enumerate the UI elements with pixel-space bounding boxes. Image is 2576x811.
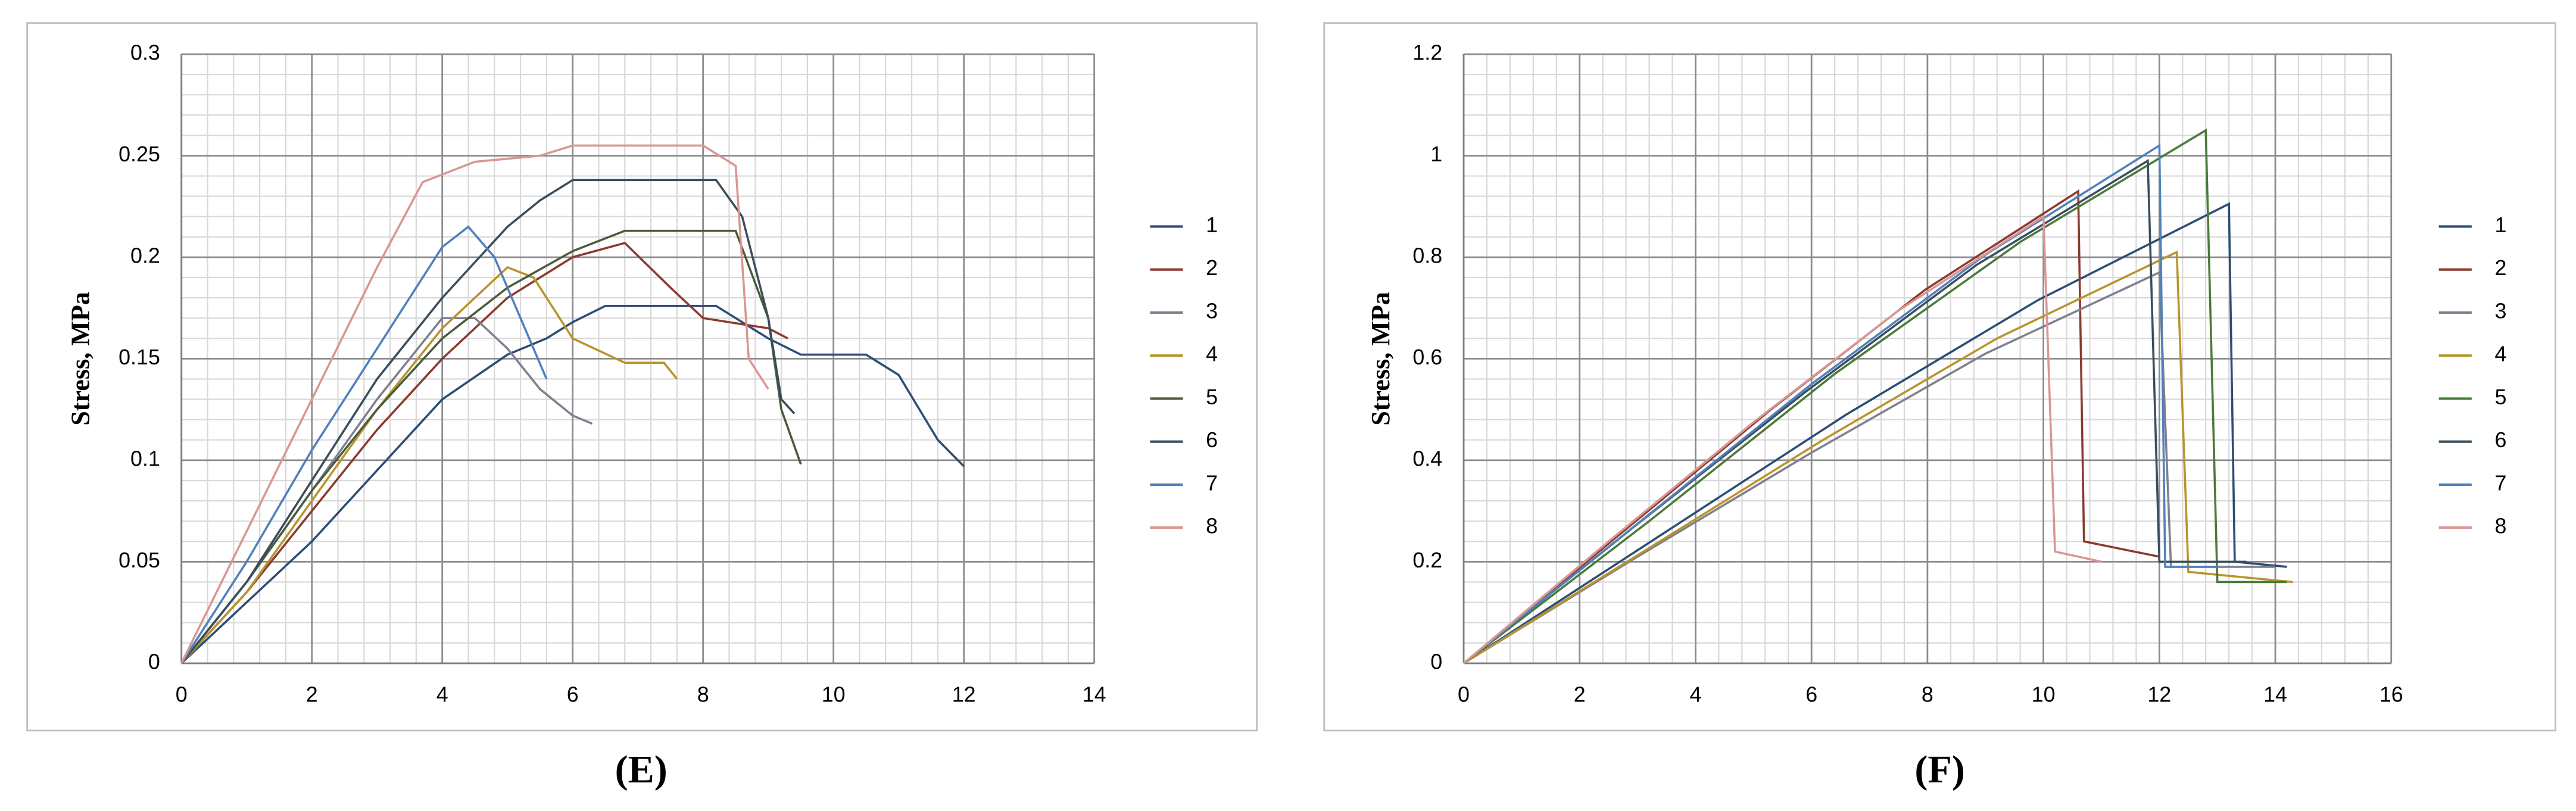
y-tick-label: 0.3 [130, 40, 160, 64]
x-tick-label: 14 [1083, 682, 1106, 706]
x-tick-label: 0 [1458, 682, 1470, 706]
x-tick-label: 2 [306, 682, 318, 706]
y-tick-label: 0.2 [130, 244, 160, 267]
x-tick-label: 16 [2379, 682, 2403, 706]
x-tick-label: 10 [822, 682, 846, 706]
legend-label: 8 [1206, 514, 1218, 538]
legend-label: 7 [1206, 471, 1218, 495]
legend-label: 5 [2494, 385, 2506, 409]
x-tick-label: 2 [1574, 682, 1586, 706]
data-line [180, 242, 788, 665]
y-tick-label: 0.4 [1412, 447, 1442, 470]
legend-label: 6 [2494, 428, 2506, 452]
legend-label: 2 [1206, 256, 1218, 280]
y-axis-title: Stress, MPa [66, 292, 95, 426]
x-tick-label: 8 [697, 682, 709, 706]
legend-label: 6 [1206, 428, 1218, 452]
x-tick-label: 8 [1922, 682, 1933, 706]
y-tick-label: 0.25 [118, 142, 160, 166]
x-tick-label: 4 [436, 682, 448, 706]
legend-label: 4 [1206, 342, 1218, 366]
x-tick-label: 0 [176, 682, 188, 706]
y-tick-label: 0.05 [118, 548, 160, 572]
data-line [180, 179, 796, 664]
x-tick-label: 10 [2032, 682, 2056, 706]
legend-label: 2 [2494, 256, 2506, 280]
data-line [1463, 250, 2293, 665]
panel-label: (F) [1914, 748, 1964, 791]
data-line [1462, 189, 2160, 665]
legend-label: 4 [2494, 342, 2506, 366]
legend-label: 7 [2494, 471, 2506, 495]
legend-label: 3 [2494, 299, 2506, 323]
x-tick-label: 6 [567, 682, 579, 706]
x-tick-label: 14 [2263, 682, 2287, 706]
y-tick-label: 0.6 [1412, 345, 1442, 369]
legend-label: 1 [1206, 213, 1218, 237]
data-line [180, 304, 965, 665]
y-tick-label: 0.1 [130, 447, 160, 470]
y-tick-label: 0 [148, 650, 160, 673]
x-tick-label: 12 [952, 682, 976, 706]
legend-label: 3 [1206, 299, 1218, 323]
legend-label: 8 [2494, 514, 2506, 538]
y-tick-label: 1 [1430, 142, 1442, 166]
y-tick-label: 1.2 [1412, 40, 1442, 64]
data-line [180, 266, 678, 665]
y-tick-label: 0.2 [1412, 548, 1442, 572]
data-line [180, 144, 769, 664]
y-axis-title: Stress, MPa [1366, 292, 1395, 426]
legend-label: 5 [1206, 385, 1218, 409]
data-line [1462, 128, 2287, 665]
data-line [1462, 214, 2102, 665]
x-tick-label: 4 [1689, 682, 1701, 706]
y-tick-label: 0.8 [1412, 244, 1442, 267]
chart-frame [26, 22, 1258, 732]
x-tick-label: 12 [2147, 682, 2171, 706]
panel-label: (E) [615, 748, 668, 791]
y-tick-label: 0.15 [118, 345, 160, 369]
data-line [180, 225, 548, 664]
legend-label: 1 [2494, 213, 2506, 237]
y-tick-label: 0 [1430, 650, 1442, 673]
x-tick-label: 6 [1805, 682, 1817, 706]
